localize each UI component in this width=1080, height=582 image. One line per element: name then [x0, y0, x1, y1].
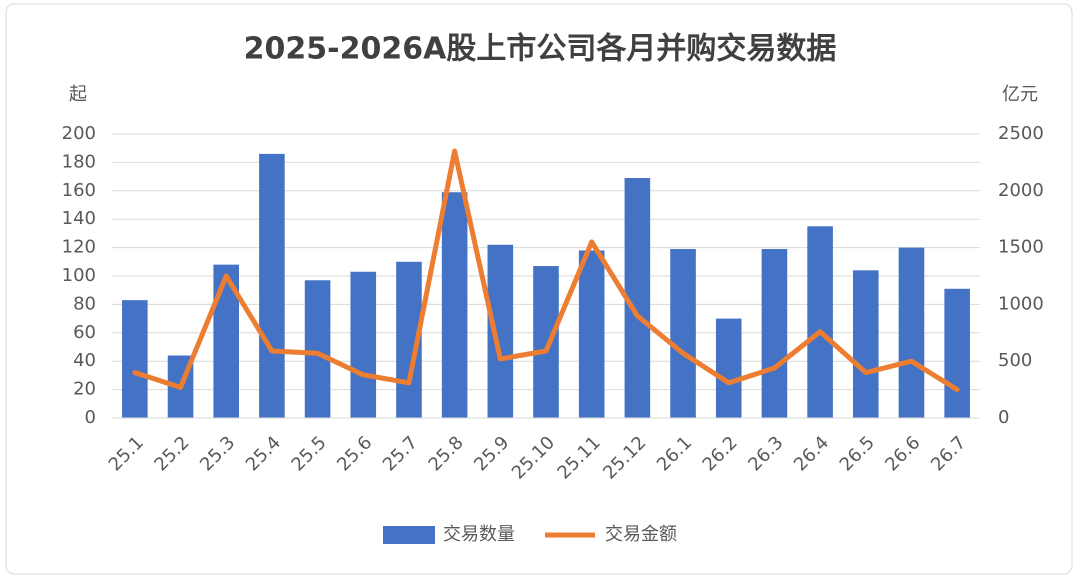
legend-label: 交易数量	[443, 524, 515, 545]
y2-tick-label: 2000	[998, 180, 1044, 201]
bar	[304, 280, 331, 418]
bar	[578, 250, 605, 418]
y-tick-label: 20	[73, 379, 96, 400]
y-tick-label: 200	[62, 123, 96, 144]
bar	[715, 318, 742, 418]
y2-tick-label: 1000	[998, 293, 1044, 314]
y2-axis-label: 亿元	[1002, 84, 1038, 105]
bar	[670, 249, 696, 418]
bar	[350, 271, 377, 418]
bar	[487, 244, 514, 418]
y2-tick-label: 500	[998, 350, 1032, 371]
bar	[944, 288, 970, 418]
y-tick-label: 100	[62, 265, 96, 286]
y2-tick-label: 2500	[998, 123, 1044, 144]
line	[132, 148, 960, 393]
y-tick-label: 60	[73, 322, 96, 343]
y2-tick-label: 0	[998, 407, 1009, 428]
bar	[898, 247, 925, 418]
y-tick-label: 180	[62, 151, 96, 172]
y-tick-label: 80	[73, 293, 96, 314]
bar	[441, 192, 468, 418]
legend-swatch	[383, 526, 435, 544]
bar	[259, 153, 285, 418]
y-tick-label: 140	[62, 208, 96, 229]
y-tick-label: 160	[62, 180, 96, 201]
y-tick-label: 40	[73, 350, 96, 371]
bar	[122, 300, 148, 418]
y2-tick-label: 1500	[998, 237, 1044, 258]
chart-title: 2025-2026A股上市公司各月并购交易数据	[244, 32, 837, 67]
y-tick-label: 120	[62, 237, 96, 258]
bar	[761, 249, 788, 418]
bar	[852, 270, 879, 418]
bar	[807, 226, 833, 418]
y-axis-label: 起	[69, 84, 87, 105]
legend-label: 交易金额	[605, 524, 677, 545]
y-tick-label: 0	[85, 407, 96, 428]
bar	[533, 266, 559, 418]
